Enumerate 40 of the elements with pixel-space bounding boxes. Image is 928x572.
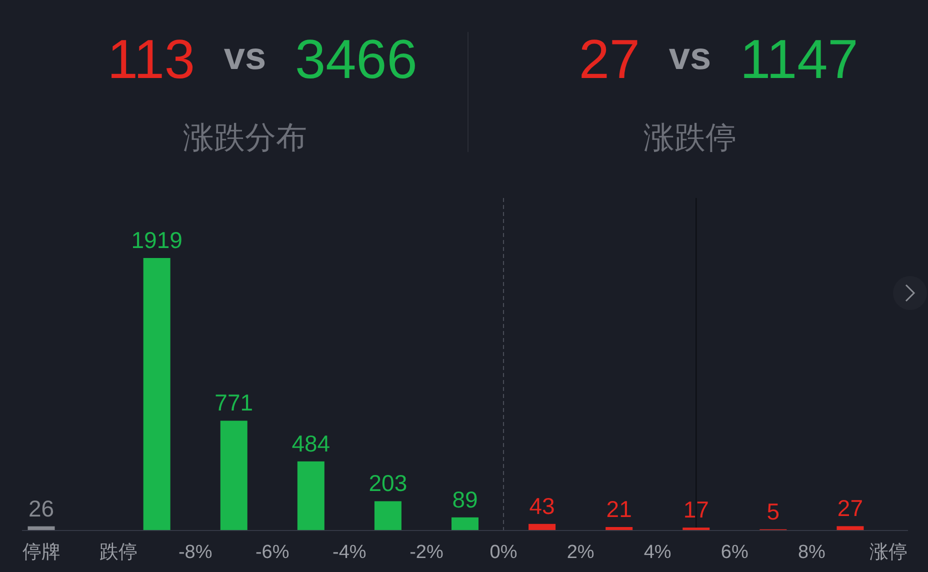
x-tick-label: 跌停: [99, 542, 138, 563]
data-label: 43: [529, 492, 555, 519]
x-tick-label: -4%: [332, 542, 366, 563]
text: vs: [224, 36, 266, 78]
x-tick-label: -6%: [255, 542, 290, 563]
data-label: 17: [683, 496, 709, 523]
data-label: 484: [292, 430, 330, 456]
data-label: 3466: [295, 28, 418, 90]
data-label: 1919: [131, 227, 182, 253]
bar: [528, 524, 556, 530]
text: vs: [668, 36, 712, 78]
data-label: 771: [214, 390, 254, 416]
x-tick-label: 0%: [490, 542, 518, 563]
x-tick-label: 6%: [720, 542, 748, 563]
x-tick-label: 停牌: [22, 542, 60, 563]
data-label: 89: [452, 486, 478, 512]
text: 涨跌停: [644, 120, 736, 155]
x-tick-label: -2%: [410, 542, 444, 563]
bar: [28, 526, 55, 530]
bar: [836, 526, 864, 530]
data-label: 27: [837, 495, 864, 522]
x-tick-label: 4%: [644, 542, 672, 563]
data-label: 27: [578, 28, 640, 90]
text: 涨跌分布: [183, 120, 307, 155]
data-label: 1147: [740, 28, 858, 90]
data-label: 5: [766, 498, 780, 524]
data-label: 113: [107, 28, 195, 90]
x-tick-label: 8%: [798, 542, 826, 563]
bar: [220, 420, 248, 530]
data-label: 203: [368, 470, 408, 496]
x-tick-label: -8%: [178, 542, 212, 563]
x-tick-label: 涨停: [870, 542, 908, 563]
bar: [606, 527, 633, 530]
x-tick-label: 2%: [566, 542, 594, 563]
data-label: 26: [28, 495, 54, 522]
data-label: 21: [606, 496, 632, 522]
bar: [143, 258, 170, 530]
bar: [374, 501, 402, 530]
bar: [297, 461, 324, 530]
bar: [452, 517, 478, 530]
